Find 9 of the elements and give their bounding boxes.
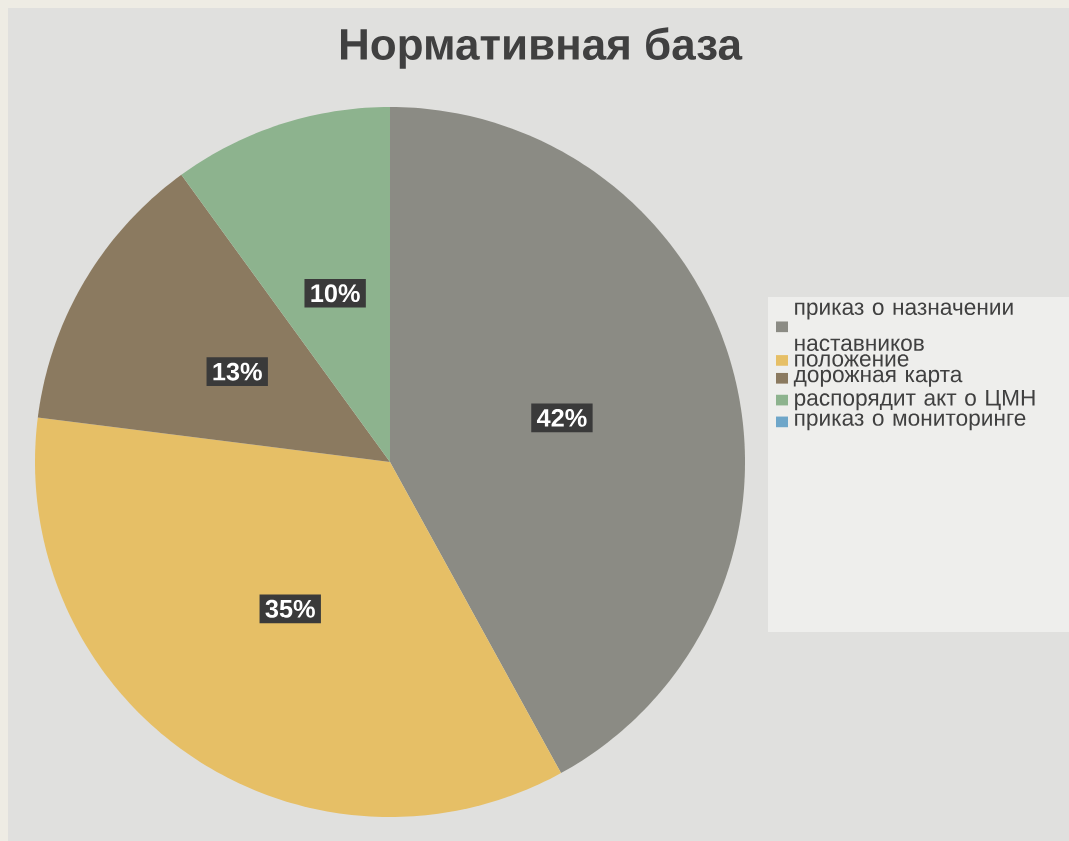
data-label: 35% [265, 599, 315, 618]
chart-title: Нормативная база [340, 27, 743, 69]
legend-label: распорядит акт о ЦМН [795, 389, 1035, 411]
legend-label: дорожная карта [793, 369, 963, 387]
legend-label: положение [795, 354, 909, 367]
legend-label: приказ о мониторинге [795, 413, 1026, 431]
data-label: 13% [213, 362, 262, 381]
data-label: 42% [536, 408, 587, 427]
data-label: 10% [311, 284, 360, 303]
